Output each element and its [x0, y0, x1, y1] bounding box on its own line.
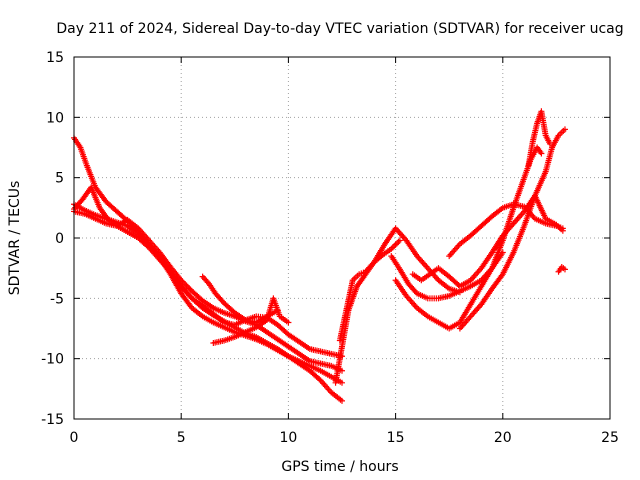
plot-frame	[73, 56, 611, 420]
data-point-marker	[559, 225, 566, 232]
series-track-6	[210, 295, 292, 346]
data-point-marker	[392, 241, 399, 248]
series-track-15	[555, 263, 568, 275]
data-point-marker	[339, 367, 345, 374]
y-tick-label: 10	[46, 110, 64, 126]
data-point-marker	[561, 126, 568, 133]
y-tick-label: -15	[41, 412, 64, 428]
data-point-marker	[183, 282, 190, 289]
series-track-3	[71, 208, 345, 374]
data-point-marker	[138, 234, 144, 241]
data-point-marker	[395, 238, 402, 245]
data-point-marker	[396, 237, 403, 244]
series-track-12	[446, 201, 566, 260]
y-tick-label: 15	[46, 50, 64, 66]
data-point-marker	[339, 379, 345, 386]
data-point-marker	[412, 289, 419, 296]
y-tick-labels: -15 -10 -5 0 5 10 15	[41, 50, 64, 428]
data-point-marker	[391, 243, 398, 250]
data-point-marker	[144, 240, 151, 247]
data-point-marker	[182, 281, 189, 288]
y-tick-label: 5	[55, 171, 64, 187]
x-tick-label: 15	[387, 430, 405, 446]
data-point-marker	[316, 376, 323, 383]
data-point-marker	[140, 236, 147, 243]
series-track-11	[409, 192, 566, 290]
series-track-14	[525, 108, 553, 169]
data-marks	[71, 108, 568, 404]
data-point-marker	[139, 235, 146, 242]
data-point-marker	[136, 232, 143, 239]
y-tick-label: -10	[41, 352, 64, 368]
series-track-8	[332, 225, 463, 386]
y-tick-label: -5	[50, 291, 64, 307]
grid	[74, 57, 610, 419]
data-point-marker	[285, 319, 292, 326]
data-point-marker	[538, 150, 545, 157]
x-axis-label: GPS time / hours	[281, 459, 398, 475]
series-track-7	[336, 237, 403, 344]
data-point-marker	[561, 266, 568, 273]
data-point-marker	[186, 285, 193, 292]
series-track-4	[71, 201, 345, 360]
x-tick-label: 10	[279, 430, 297, 446]
chart-title: Day 211 of 2024, Sidereal Day-to-day VTE…	[56, 21, 623, 37]
data-point-marker	[546, 140, 553, 147]
x-tick-label: 0	[70, 430, 79, 446]
data-point-marker	[184, 284, 191, 291]
x-tick-label: 5	[177, 430, 186, 446]
data-point-marker	[339, 397, 345, 404]
x-tick-labels: 0 5 10 15 20 25	[70, 430, 619, 446]
y-tick-label: 0	[55, 231, 64, 247]
x-tick-label: 20	[494, 430, 512, 446]
data-point-marker	[142, 238, 149, 245]
data-point-marker	[143, 239, 150, 246]
series-track-13	[456, 126, 568, 332]
x-tick-label: 25	[601, 430, 619, 446]
y-axis-label: SDTVAR / TECUs	[7, 181, 23, 296]
data-point-marker	[135, 231, 142, 238]
data-point-marker	[394, 240, 401, 247]
